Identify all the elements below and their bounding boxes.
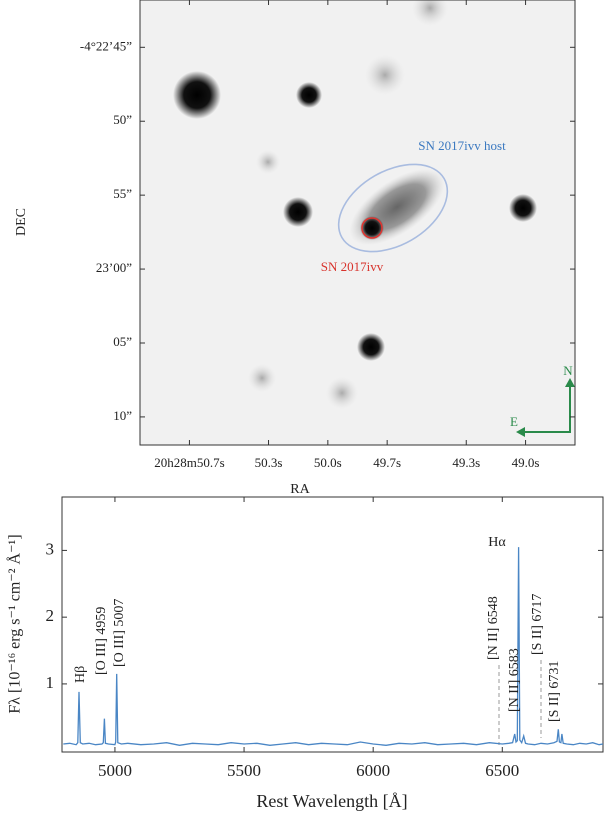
annotation: [S II] 6731	[547, 661, 562, 722]
image-frame	[139, 0, 576, 446]
y-axis-label: DEC	[14, 208, 29, 236]
x-tick-label: 6000	[356, 761, 390, 780]
annotation: E	[510, 414, 518, 429]
annotation: SN 2017ivv	[321, 259, 384, 274]
spectrum-frame	[61, 496, 604, 753]
annotation: [N II] 6583	[507, 648, 522, 712]
y-tick-label: 50”	[113, 112, 132, 127]
x-tick-label: 49.3s	[452, 455, 480, 470]
annotation: [S II] 6717	[530, 594, 545, 655]
annotation: Hβ	[73, 666, 88, 683]
x-tick-label: 49.0s	[512, 455, 540, 470]
x-axis-label: RA	[290, 482, 310, 497]
y-tick-label: -4°22’45”	[80, 38, 132, 53]
x-tick-label: 20h28m50.7s	[154, 455, 224, 470]
annotation: SN 2017ivv host	[418, 138, 506, 153]
y-tick-label: 05”	[113, 334, 132, 349]
x-tick-label: 5500	[227, 761, 261, 780]
spectrum-line	[63, 547, 604, 746]
x-tick-label: 50.3s	[255, 455, 283, 470]
y-tick-label: 1	[46, 673, 55, 692]
annotation: [O III] 4959	[94, 607, 109, 675]
x-axis-label: Rest Wavelength [Å]	[256, 791, 407, 811]
sky-image	[140, 0, 575, 445]
x-tick-label: 49.7s	[373, 455, 401, 470]
y-axis-label: Fλ [10⁻¹⁶ erg s⁻¹ cm⁻² Å⁻¹]	[6, 534, 24, 713]
annotation: N	[563, 363, 573, 378]
x-tick-label: 5000	[98, 761, 132, 780]
y-tick-label: 23’00”	[96, 260, 132, 275]
y-tick-label: 10”	[113, 408, 132, 423]
y-tick-label: 55”	[113, 186, 132, 201]
x-tick-label: 6500	[485, 761, 519, 780]
annotation: Hα	[488, 535, 506, 550]
annotation: [N II] 6548	[486, 596, 501, 660]
y-tick-label: 2	[46, 606, 55, 625]
y-tick-label: 3	[46, 539, 55, 558]
annotation: [O III] 5007	[112, 599, 127, 667]
x-tick-label: 50.0s	[314, 455, 342, 470]
